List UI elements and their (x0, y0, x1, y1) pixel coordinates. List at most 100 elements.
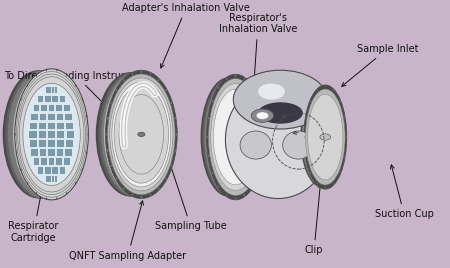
Ellipse shape (226, 77, 227, 80)
Ellipse shape (46, 69, 47, 72)
Ellipse shape (108, 74, 175, 195)
Ellipse shape (87, 133, 89, 136)
FancyBboxPatch shape (64, 158, 70, 165)
Text: Clip: Clip (305, 184, 323, 255)
FancyBboxPatch shape (57, 131, 64, 138)
Ellipse shape (310, 172, 311, 174)
FancyBboxPatch shape (56, 158, 62, 165)
Ellipse shape (240, 131, 271, 159)
Ellipse shape (208, 79, 263, 195)
FancyBboxPatch shape (60, 167, 65, 174)
FancyBboxPatch shape (48, 131, 55, 138)
FancyBboxPatch shape (57, 149, 63, 156)
Ellipse shape (325, 187, 326, 189)
Ellipse shape (302, 87, 343, 187)
Ellipse shape (226, 194, 227, 196)
Ellipse shape (116, 177, 117, 180)
Text: Respirator
Cartridge: Respirator Cartridge (9, 178, 59, 243)
Ellipse shape (110, 78, 173, 191)
FancyBboxPatch shape (54, 176, 57, 183)
Ellipse shape (82, 98, 83, 100)
Ellipse shape (20, 168, 22, 171)
Ellipse shape (304, 136, 305, 138)
FancyBboxPatch shape (49, 176, 51, 183)
FancyBboxPatch shape (65, 114, 72, 120)
Ellipse shape (56, 197, 57, 200)
Ellipse shape (325, 85, 326, 88)
Ellipse shape (132, 73, 133, 75)
Ellipse shape (262, 117, 263, 119)
Ellipse shape (252, 185, 253, 188)
Ellipse shape (23, 83, 80, 185)
Ellipse shape (13, 70, 85, 199)
Ellipse shape (207, 74, 265, 200)
FancyBboxPatch shape (41, 105, 47, 111)
Circle shape (138, 132, 145, 136)
FancyBboxPatch shape (64, 105, 70, 111)
Ellipse shape (262, 155, 263, 157)
Ellipse shape (3, 70, 75, 199)
FancyBboxPatch shape (53, 167, 58, 174)
Ellipse shape (304, 85, 347, 189)
Ellipse shape (107, 117, 108, 119)
Ellipse shape (116, 89, 117, 91)
Ellipse shape (225, 81, 331, 199)
Ellipse shape (244, 194, 245, 196)
Ellipse shape (150, 73, 151, 75)
Ellipse shape (213, 89, 258, 185)
Ellipse shape (101, 72, 171, 197)
Ellipse shape (212, 100, 213, 102)
Ellipse shape (258, 172, 259, 174)
FancyBboxPatch shape (48, 114, 55, 120)
Ellipse shape (36, 192, 37, 195)
FancyBboxPatch shape (67, 131, 74, 138)
Ellipse shape (112, 82, 171, 187)
FancyBboxPatch shape (41, 158, 47, 165)
Ellipse shape (14, 133, 16, 136)
Text: Respirator's
Inhalation Valve: Respirator's Inhalation Valve (219, 13, 297, 86)
FancyBboxPatch shape (65, 149, 72, 156)
Ellipse shape (119, 95, 164, 174)
Ellipse shape (176, 133, 177, 136)
FancyBboxPatch shape (40, 149, 46, 156)
Circle shape (229, 133, 242, 141)
Ellipse shape (105, 70, 177, 199)
Ellipse shape (132, 194, 133, 196)
FancyBboxPatch shape (53, 96, 58, 102)
FancyBboxPatch shape (57, 114, 63, 120)
Ellipse shape (66, 192, 67, 195)
Ellipse shape (306, 89, 345, 185)
Ellipse shape (310, 100, 311, 102)
Ellipse shape (233, 70, 328, 129)
Ellipse shape (308, 94, 343, 180)
Ellipse shape (141, 196, 142, 198)
Ellipse shape (82, 168, 83, 171)
FancyBboxPatch shape (45, 167, 51, 174)
FancyBboxPatch shape (31, 114, 38, 120)
FancyBboxPatch shape (39, 140, 46, 147)
Ellipse shape (75, 84, 76, 87)
Ellipse shape (158, 79, 159, 81)
Ellipse shape (218, 185, 219, 188)
Ellipse shape (344, 155, 345, 157)
Ellipse shape (36, 74, 37, 77)
Ellipse shape (303, 87, 345, 187)
Ellipse shape (171, 165, 172, 167)
FancyBboxPatch shape (46, 87, 49, 94)
FancyBboxPatch shape (48, 149, 55, 156)
FancyBboxPatch shape (49, 158, 54, 165)
Ellipse shape (202, 77, 258, 197)
Ellipse shape (235, 197, 236, 200)
FancyBboxPatch shape (54, 87, 57, 94)
Ellipse shape (46, 197, 47, 200)
Ellipse shape (96, 72, 166, 197)
Ellipse shape (86, 151, 87, 154)
Ellipse shape (317, 89, 318, 91)
FancyBboxPatch shape (66, 122, 73, 129)
Circle shape (251, 109, 274, 122)
Ellipse shape (56, 69, 57, 72)
Ellipse shape (111, 165, 112, 167)
FancyBboxPatch shape (48, 140, 55, 147)
Ellipse shape (16, 115, 17, 117)
Ellipse shape (86, 115, 87, 117)
